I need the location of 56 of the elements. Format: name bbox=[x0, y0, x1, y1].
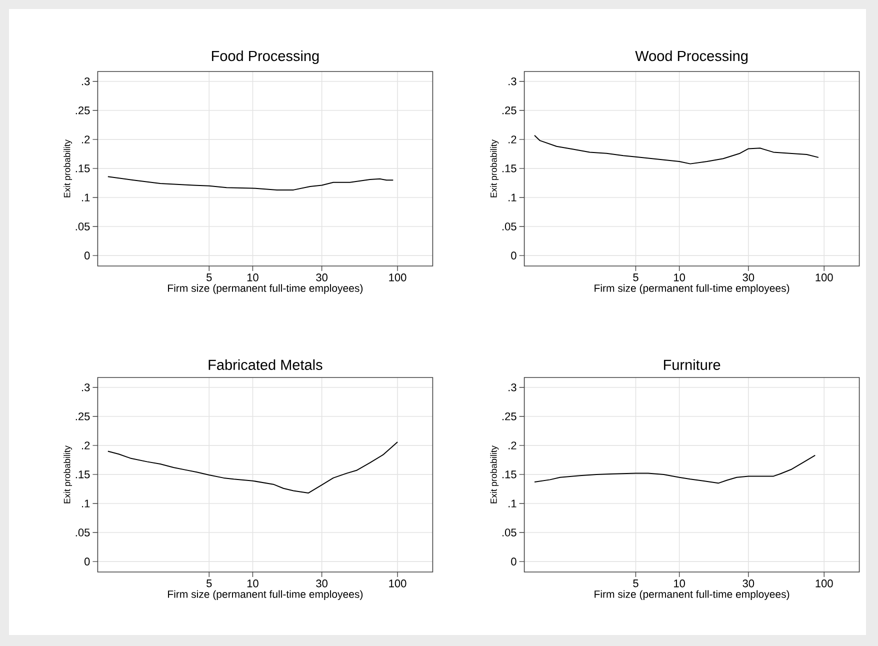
x-tick-label: 5 bbox=[206, 274, 212, 282]
y-tick-label: .2 bbox=[82, 136, 90, 144]
y-axis-title: Exit probability bbox=[64, 140, 72, 198]
x-axis-title: Firm size (permanent full-time employees) bbox=[594, 284, 790, 294]
y-tick-label: .05 bbox=[76, 222, 90, 230]
chart-title: Wood Processing bbox=[635, 50, 748, 64]
y-tick-label: .1 bbox=[82, 500, 90, 508]
x-axis-title: Firm size (permanent full-time employees) bbox=[168, 284, 363, 294]
y-tick-label: .15 bbox=[76, 164, 90, 172]
y-tick-label: .25 bbox=[76, 412, 90, 420]
x-tick-label: 30 bbox=[742, 580, 754, 588]
y-tick-label: .3 bbox=[508, 383, 516, 392]
x-tick-label: 10 bbox=[674, 580, 685, 588]
x-tick-label: 100 bbox=[389, 580, 406, 588]
y-axis-title: Exit probability bbox=[490, 140, 499, 198]
chart-title: Furniture bbox=[664, 359, 720, 370]
y-tick-label: .2 bbox=[82, 442, 90, 450]
x-tick-label: 30 bbox=[316, 580, 328, 588]
y-tick-label: .15 bbox=[502, 164, 516, 172]
y-tick-label: .1 bbox=[82, 194, 90, 202]
x-axis-title: Firm size (permanent full-time employees) bbox=[168, 590, 363, 600]
y-tick-label: .25 bbox=[502, 412, 516, 420]
y-tick-label: .1 bbox=[508, 194, 516, 202]
x-tick-label: 5 bbox=[633, 274, 638, 282]
x-tick-label: 10 bbox=[247, 274, 258, 282]
y-axis-title: Exit probability bbox=[490, 446, 499, 504]
y-tick-label: 0 bbox=[511, 252, 516, 260]
y-tick-label: 0 bbox=[84, 558, 90, 566]
y-tick-label: .05 bbox=[502, 528, 516, 536]
y-tick-label: .2 bbox=[508, 442, 516, 450]
y-tick-label: .2 bbox=[508, 136, 516, 144]
x-axis-title: Firm size (permanent full-time employees) bbox=[594, 590, 790, 600]
y-tick-label: .15 bbox=[76, 470, 90, 478]
y-tick-label: .1 bbox=[508, 500, 516, 508]
y-tick-label: .3 bbox=[508, 77, 516, 86]
y-tick-label: 0 bbox=[511, 558, 516, 566]
y-tick-label: 0 bbox=[84, 252, 90, 260]
y-tick-label: .3 bbox=[82, 383, 90, 392]
x-tick-label: 100 bbox=[816, 274, 833, 282]
chart-title: Food Processing bbox=[212, 50, 319, 64]
x-tick-label: 100 bbox=[816, 580, 833, 588]
x-tick-label: 100 bbox=[389, 274, 406, 282]
x-tick-label: 30 bbox=[742, 274, 754, 282]
y-tick-label: .15 bbox=[502, 470, 516, 478]
y-tick-label: .25 bbox=[502, 106, 516, 114]
y-tick-label: .3 bbox=[82, 77, 90, 86]
x-tick-label: 5 bbox=[633, 580, 638, 588]
y-tick-label: .25 bbox=[76, 106, 90, 114]
x-tick-label: 10 bbox=[674, 274, 685, 282]
y-tick-label: .05 bbox=[76, 528, 90, 536]
y-axis-title: Exit probability bbox=[64, 446, 72, 504]
x-tick-label: 10 bbox=[247, 580, 258, 588]
x-tick-label: 5 bbox=[206, 580, 212, 588]
chart-title: Fabricated Metals bbox=[208, 359, 322, 370]
y-tick-label: .05 bbox=[502, 222, 516, 230]
x-tick-label: 30 bbox=[316, 274, 328, 282]
